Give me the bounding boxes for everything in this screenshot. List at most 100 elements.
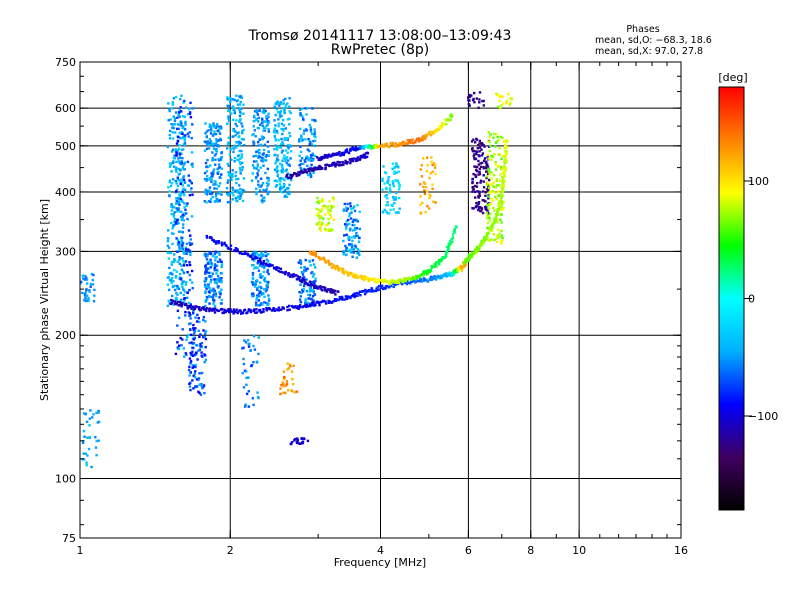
echo-point	[480, 154, 484, 157]
echo-point	[396, 164, 399, 167]
trace-point	[287, 272, 290, 275]
echo-point	[283, 108, 286, 112]
echo-point	[180, 121, 183, 125]
echo-point	[477, 208, 480, 212]
echo-point	[275, 167, 279, 170]
echo-point	[478, 155, 481, 158]
echo-point	[326, 205, 330, 208]
echo-point	[318, 220, 321, 223]
trace-point	[478, 245, 481, 248]
echo-point	[205, 269, 208, 272]
echo-point	[311, 275, 315, 278]
echo-point	[206, 175, 209, 178]
trace-point	[430, 134, 433, 137]
echo-point	[181, 328, 184, 331]
echo-point	[181, 231, 184, 234]
trace-point	[304, 170, 307, 174]
trace-point	[260, 262, 263, 265]
trace-point	[319, 167, 323, 171]
trace-point	[324, 300, 327, 303]
stats-o-mode: mean, sd,O: −68.3, 18.6	[595, 35, 712, 46]
echo-point	[309, 126, 312, 129]
trace-point	[205, 309, 208, 313]
echo-point	[208, 294, 211, 298]
echo-point	[213, 278, 216, 281]
trace-point	[350, 157, 354, 161]
trace-point	[367, 146, 370, 149]
echo-point	[263, 301, 266, 304]
echo-point	[227, 141, 230, 144]
trace-point	[359, 157, 362, 161]
trace-point	[401, 282, 404, 286]
echo-point	[238, 184, 241, 187]
echo-point	[467, 96, 470, 99]
echo-point	[311, 107, 314, 110]
trace-point	[309, 250, 312, 253]
echo-point	[353, 205, 356, 208]
echo-point	[486, 202, 490, 205]
echo-point	[489, 183, 492, 187]
echo-point	[188, 261, 191, 264]
echo-point	[182, 162, 185, 165]
echo-point	[299, 266, 303, 269]
echo-point	[490, 155, 493, 158]
echo-point	[425, 170, 429, 173]
echo-point	[478, 142, 481, 145]
trace-point	[208, 236, 212, 239]
echo-point	[169, 118, 172, 121]
echo-point	[323, 204, 326, 208]
echo-point	[189, 317, 192, 320]
trace-point	[303, 168, 307, 171]
echo-point	[345, 206, 348, 209]
echo-point	[286, 102, 289, 105]
trace-point	[474, 249, 477, 252]
echo-point	[331, 196, 335, 199]
echo-point	[92, 413, 95, 416]
echo-point	[288, 163, 291, 166]
echo-point	[483, 199, 486, 202]
trace-point	[170, 302, 174, 305]
trace-point	[338, 151, 341, 155]
trace-point	[430, 266, 433, 269]
echo-point	[95, 411, 98, 414]
echo-point	[95, 439, 98, 443]
echo-point	[286, 138, 289, 141]
trace-point	[386, 280, 389, 284]
echo-point	[226, 98, 229, 101]
echo-point	[184, 134, 187, 137]
echo-point	[239, 141, 242, 144]
trace-point	[361, 290, 364, 293]
echo-point	[388, 186, 392, 190]
echo-point	[81, 274, 85, 277]
echo-point	[85, 464, 88, 467]
echo-point	[191, 379, 194, 382]
trace-point	[503, 175, 506, 178]
trace-point	[346, 150, 349, 154]
echo-point	[348, 214, 351, 218]
echo-point	[185, 212, 188, 215]
echo-point	[175, 160, 178, 164]
echo-point	[205, 143, 209, 146]
echo-point	[205, 201, 208, 204]
echo-point	[494, 163, 497, 166]
trace-point	[491, 222, 494, 225]
echo-point	[346, 223, 349, 226]
echo-point	[473, 165, 476, 168]
echo-point	[176, 242, 180, 245]
echo-point	[182, 293, 185, 296]
echo-point	[173, 122, 177, 126]
echo-point	[226, 201, 230, 204]
echo-point	[188, 111, 192, 114]
echo-point	[217, 192, 221, 195]
echo-point	[397, 182, 400, 185]
echo-point	[220, 151, 223, 155]
trace-point	[445, 272, 448, 275]
echo-point	[471, 178, 474, 181]
echo-point	[238, 161, 241, 164]
echo-point	[285, 382, 289, 386]
echo-point	[213, 266, 216, 269]
echo-point	[261, 263, 265, 266]
trace-point	[435, 278, 438, 281]
echo-point	[281, 149, 284, 152]
trace-point	[421, 138, 424, 142]
